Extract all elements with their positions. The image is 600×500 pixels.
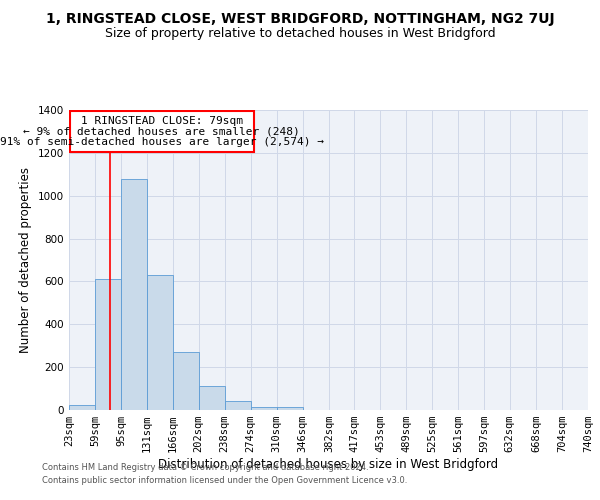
Text: Contains HM Land Registry data © Crown copyright and database right 2024.: Contains HM Land Registry data © Crown c… [42, 464, 368, 472]
Bar [277, 407, 303, 410]
Text: 1 RINGSTEAD CLOSE: 79sqm: 1 RINGSTEAD CLOSE: 79sqm [80, 116, 242, 126]
Bar [224, 402, 251, 410]
Text: Size of property relative to detached houses in West Bridgford: Size of property relative to detached ho… [104, 28, 496, 40]
Bar [95, 280, 121, 410]
Bar [199, 386, 224, 410]
Bar [69, 404, 95, 410]
Text: Contains public sector information licensed under the Open Government Licence v3: Contains public sector information licen… [42, 476, 407, 485]
Bar [121, 178, 147, 410]
Text: ← 9% of detached houses are smaller (248): ← 9% of detached houses are smaller (248… [23, 126, 300, 136]
Bar [173, 352, 199, 410]
Y-axis label: Number of detached properties: Number of detached properties [19, 167, 32, 353]
X-axis label: Distribution of detached houses by size in West Bridgford: Distribution of detached houses by size … [158, 458, 499, 471]
Bar [70, 111, 254, 152]
Text: 91% of semi-detached houses are larger (2,574) →: 91% of semi-detached houses are larger (… [0, 136, 323, 146]
Bar [251, 407, 277, 410]
Bar [147, 275, 173, 410]
Text: 1, RINGSTEAD CLOSE, WEST BRIDGFORD, NOTTINGHAM, NG2 7UJ: 1, RINGSTEAD CLOSE, WEST BRIDGFORD, NOTT… [46, 12, 554, 26]
